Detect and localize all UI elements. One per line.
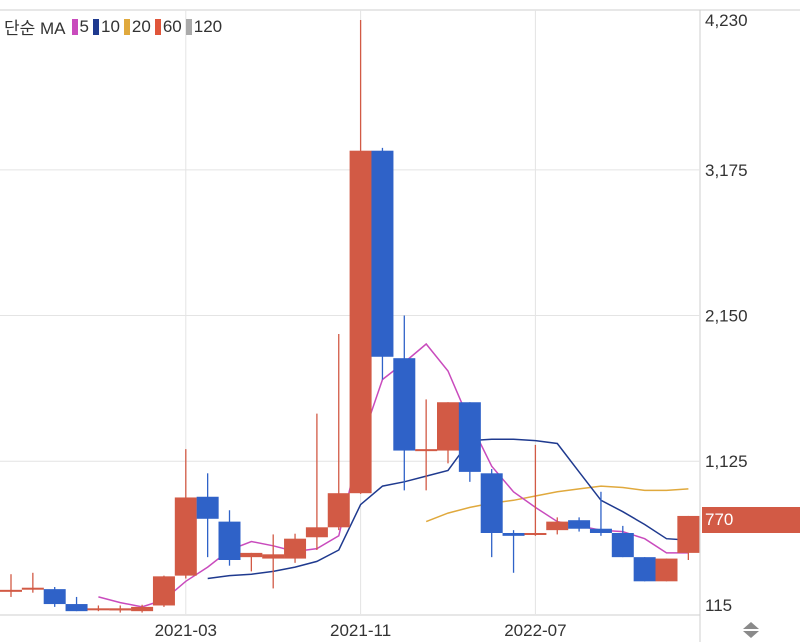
y-tick-label: 4,230: [705, 11, 748, 30]
y-tick-label: 1,125: [705, 452, 748, 471]
y-tick-label: 3,175: [705, 161, 748, 180]
candle: [240, 552, 263, 572]
candle-body: [371, 150, 394, 357]
candle: [393, 315, 416, 491]
last-price-badge: 770: [702, 507, 800, 533]
candle-body: [240, 552, 263, 558]
candle: [43, 586, 66, 607]
legend-swatch-ma60: [154, 18, 161, 35]
candle-body: [21, 587, 44, 590]
candle: [611, 525, 634, 558]
candle-body: [174, 497, 197, 576]
candle: [327, 334, 350, 531]
legend-title: 단순 MA: [4, 19, 66, 38]
candle-body: [458, 402, 481, 472]
x-axis-tick-labels: 2021-03 2021-11 2022-07: [155, 621, 567, 640]
ma10-line: [207, 438, 689, 580]
candle-body: [305, 527, 328, 538]
candle: [0, 574, 22, 597]
candle: [109, 605, 132, 613]
legend-swatch-ma10: [92, 18, 99, 35]
scroll-up-down-icon[interactable]: [738, 620, 764, 640]
candle: [524, 444, 547, 536]
candle: [284, 533, 307, 563]
candle-body: [262, 554, 285, 559]
candle-body: [218, 521, 241, 560]
legend-label-ma20: 20: [131, 16, 151, 36]
candle-body: [415, 449, 438, 452]
candle-body: [546, 521, 569, 531]
candle-body: [589, 528, 612, 533]
candle: [65, 596, 88, 612]
legend-swatch-ma5: [71, 18, 78, 35]
candle: [589, 491, 612, 536]
candle-body: [480, 473, 503, 533]
ma-legend[interactable]: 단순 MA 5 10 20 60 120: [4, 14, 222, 39]
legend-label-ma5: 5: [79, 16, 89, 36]
y-axis-tick-labels: 4,230 3,175 2,150 1,125 115: [705, 11, 748, 615]
candle-body: [109, 608, 132, 611]
candle: [437, 402, 459, 464]
y-tick-label: 115: [705, 596, 732, 615]
candle-body: [655, 558, 678, 582]
candle: [633, 557, 656, 582]
x-tick-label: 2021-11: [330, 621, 391, 640]
candle: [502, 530, 525, 573]
candles: [0, 19, 700, 613]
candle-body: [633, 557, 656, 582]
candle: [152, 575, 175, 607]
candle-body: [524, 532, 547, 535]
candle-body: [43, 589, 66, 605]
legend-label-ma120: 120: [193, 16, 223, 36]
candle: [458, 402, 481, 482]
y-tick-label: 2,150: [705, 307, 748, 326]
candle-body: [87, 608, 110, 611]
candle-body: [611, 532, 634, 558]
candle-body: [568, 520, 591, 529]
candle: [349, 19, 372, 494]
candle: [196, 473, 219, 558]
x-tick-label: 2022-07: [504, 621, 566, 640]
legend-swatch-ma20: [123, 18, 130, 35]
candle: [655, 558, 678, 582]
candle: [371, 147, 394, 380]
candle: [415, 399, 438, 491]
candle-body: [131, 606, 154, 612]
candle-body: [677, 515, 700, 553]
candle: [174, 449, 197, 579]
candle-body: [65, 604, 88, 612]
candle: [131, 604, 154, 613]
candle-body: [349, 150, 372, 494]
candle: [568, 517, 591, 532]
legend-swatch-ma120: [185, 18, 192, 35]
candle: [87, 605, 110, 612]
candle: [218, 510, 241, 566]
candle-body: [284, 538, 307, 559]
candle: [262, 534, 285, 589]
candle: [546, 517, 569, 535]
x-tick-label: 2021-03: [155, 621, 217, 640]
candle-body: [196, 496, 219, 519]
candle-body: [502, 532, 525, 536]
candle-body: [327, 493, 350, 528]
candle: [677, 515, 700, 560]
ma20-line: [425, 485, 689, 523]
candle-body: [393, 358, 416, 451]
legend-label-ma60: 60: [162, 16, 182, 36]
candle-body: [0, 589, 22, 592]
candle: [21, 572, 44, 593]
candle-body: [152, 576, 175, 606]
candle-body: [437, 402, 459, 451]
candle: [480, 469, 503, 558]
candle: [305, 413, 328, 551]
legend-label-ma10: 10: [100, 16, 120, 36]
